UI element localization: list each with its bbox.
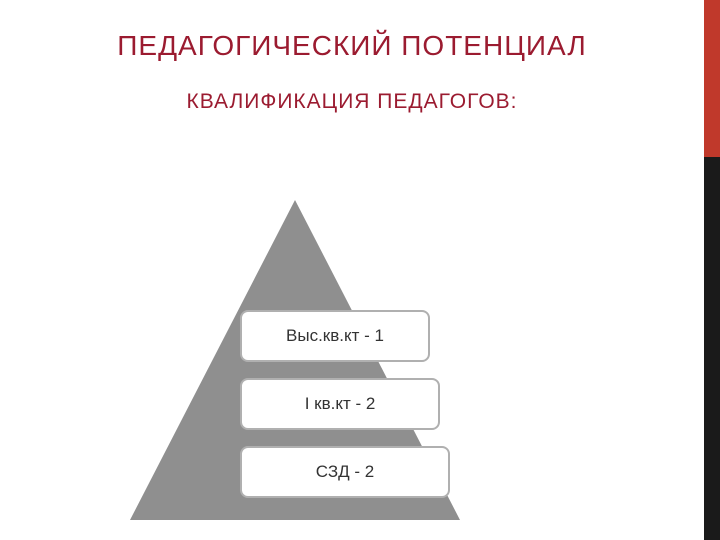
slide-title: ПЕДАГОГИЧЕСКИЙ ПОТЕНЦИАЛ xyxy=(0,30,704,62)
accent-bar xyxy=(704,0,720,540)
pyramid-box-label: I кв.кт - 2 xyxy=(305,394,376,414)
accent-bar-bottom xyxy=(704,157,720,540)
pyramid-box-label: Выс.кв.кт - 1 xyxy=(286,326,384,346)
pyramid-box-2: СЗД - 2 xyxy=(240,446,450,498)
pyramid-box-1: I кв.кт - 2 xyxy=(240,378,440,430)
pyramid-box-0: Выс.кв.кт - 1 xyxy=(240,310,430,362)
accent-bar-top xyxy=(704,0,720,157)
pyramid-box-label: СЗД - 2 xyxy=(316,462,374,482)
pyramid-diagram: Выс.кв.кт - 1 I кв.кт - 2 СЗД - 2 xyxy=(130,200,460,520)
slide-subtitle: КВАЛИФИКАЦИЯ ПЕДАГОГОВ: xyxy=(0,90,704,114)
